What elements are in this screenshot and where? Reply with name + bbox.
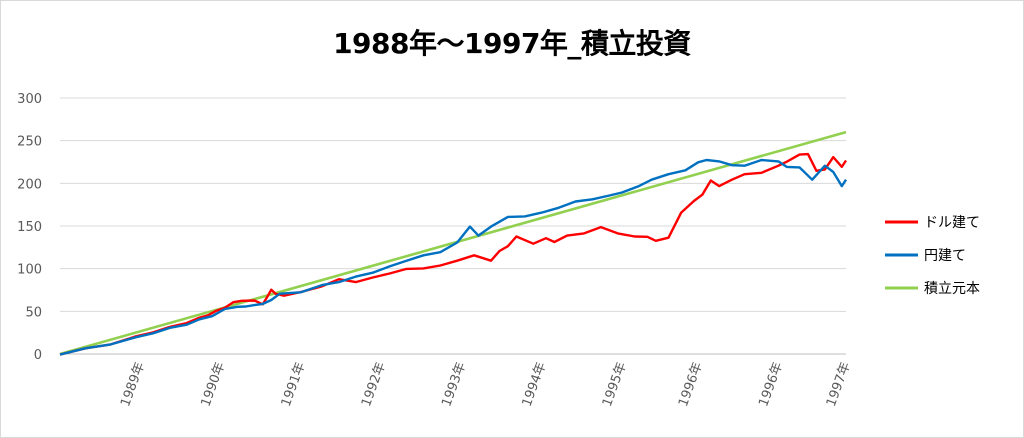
chart-title: 1988年～1997年_積立投資 <box>333 27 691 60</box>
series-lines <box>59 130 848 356</box>
x-tick-label: 1989年 <box>118 360 148 408</box>
y-tick-label: 300 <box>17 92 42 107</box>
legend-label: 積立元本 <box>924 281 980 297</box>
x-tick-label: 1993年 <box>439 360 469 408</box>
gridlines <box>60 97 846 355</box>
series-line-3 <box>59 130 847 356</box>
y-tick-label: 250 <box>17 135 42 150</box>
x-tick-label: 1991年 <box>279 360 309 408</box>
y-axis-tick-labels: 0 50 100 150 200 250 300 <box>17 92 42 363</box>
x-axis-tick-labels: 1989年 1990年 1991年 1992年 1993年 1994年 1995年 1996年… <box>118 360 854 408</box>
x-tick-label: 1997年 <box>824 360 854 408</box>
y-tick-label: 0 <box>34 348 42 363</box>
x-tick-label: 1996年 <box>756 360 786 408</box>
legend-label: 円建て <box>924 248 966 264</box>
series-line-1 <box>59 152 848 356</box>
x-tick-label: 1995年 <box>600 360 630 408</box>
x-tick-label: 1996年 <box>676 360 706 408</box>
y-tick-label: 100 <box>17 263 42 278</box>
x-tick-label: 1992年 <box>359 360 389 408</box>
y-tick-label: 200 <box>17 177 42 192</box>
series-line-2 <box>59 158 848 356</box>
y-tick-label: 50 <box>25 305 42 320</box>
x-tick-label: 1994年 <box>520 360 550 408</box>
y-tick-label: 150 <box>17 220 42 235</box>
legend-label: ドル建て <box>924 215 980 231</box>
x-tick-label: 1990年 <box>198 360 228 408</box>
